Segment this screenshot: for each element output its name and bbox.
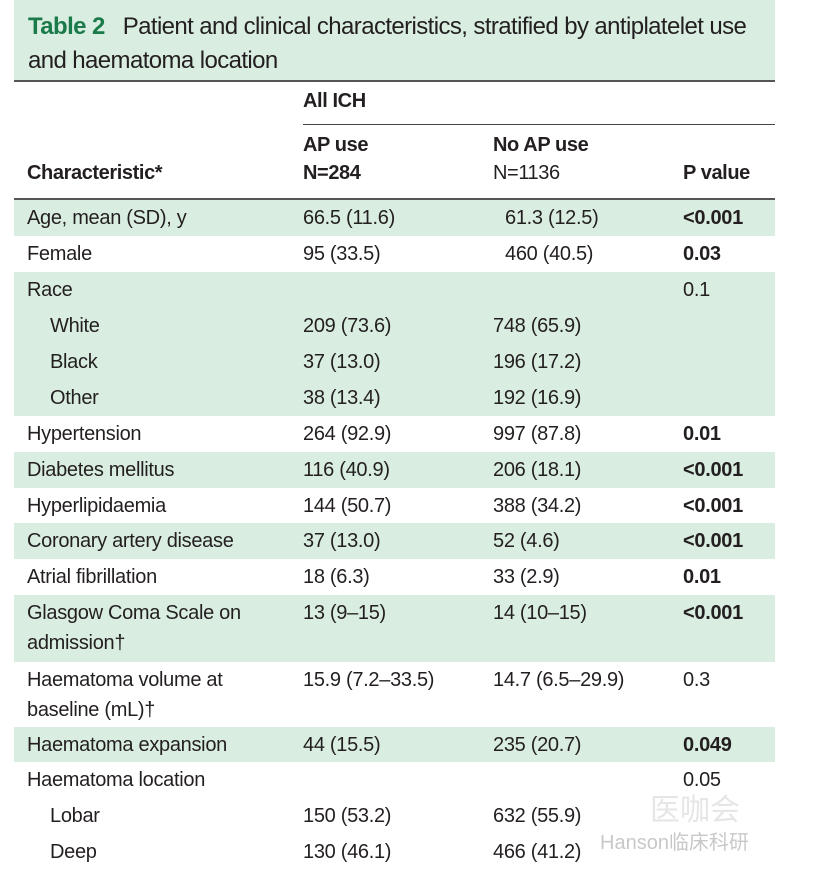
p-value: 0.1 [683,279,710,301]
noap-value: 632 (55.9) [493,805,582,827]
ap-value: 37 (13.0) [303,530,381,552]
row-label: Diabetes mellitus [27,459,175,481]
header-noap-n: N=1136 [493,162,560,184]
p-value: 0.03 [683,243,721,265]
row-label: Haematoma location [27,769,206,791]
row-label: Black [50,351,98,373]
row-label: Glasgow Coma Scale on [27,602,241,624]
table-row: Hypertension 264 (92.9) 997 (87.8) 0.01 [14,416,775,452]
ap-value: 150 (53.2) [303,805,392,827]
ap-value: 66.5 (11.6) [303,207,395,229]
header-group: All ICH [303,90,366,112]
table-title: Table 2 Patient and clinical characterist… [14,0,775,82]
table-row: Age, mean (SD), y 66.5 (11.6) 61.3 (12.5) <… [14,200,775,236]
ap-value: 13 (9–15) [303,602,386,624]
p-value: <0.001 [683,530,743,552]
table-row: Haematoma volume at baseline (mL)† 15.9 (7… [14,662,775,727]
row-label: Deep [50,841,97,863]
p-value: <0.001 [683,207,743,229]
table-row: Hyperlipidaemia 144 (50.7) 388 (34.2) <0.00… [14,488,775,523]
row-label: Haematoma volume at [27,669,223,691]
p-value: <0.001 [683,495,743,517]
p-value: 0.049 [683,734,732,756]
noap-value: 388 (34.2) [493,495,582,517]
row-label: Atrial fibrillation [27,566,157,588]
row-label-cont: baseline (mL)† [27,699,156,721]
header-ap-use: AP use [303,134,369,156]
ap-value: 264 (92.9) [303,423,392,445]
noap-value: 748 (65.9) [493,315,582,337]
noap-value: 466 (41.2) [493,841,582,863]
table-row: Lobar 150 (53.2) 632 (55.9) [14,798,775,834]
ap-value: 130 (46.1) [303,841,392,863]
table-row: Black 37 (13.0) 196 (17.2) [14,344,775,380]
watermark: Hanson临床科研 [600,832,749,854]
p-value: 0.01 [683,423,721,445]
table-row: Haematoma location 0.05 [14,762,775,798]
table-row: Coronary artery disease 37 (13.0) 52 (4.6)… [14,523,775,559]
row-label: Age, mean (SD), y [27,207,187,229]
header-noap-use: No AP use [493,134,589,156]
ap-value: 144 (50.7) [303,495,392,517]
table-label: Table 2 [28,13,105,40]
header-p-value: P value [683,162,750,184]
table-row: Diabetes mellitus 116 (40.9) 206 (18.1) <0.… [14,452,775,488]
row-label: Lobar [50,805,100,827]
table-header: All ICH Characteristic* AP use N=284 No … [14,82,775,200]
ap-value: 15.9 (7.2–33.5) [303,669,435,691]
noap-value: 33 (2.9) [493,566,560,588]
row-label: Female [27,243,92,265]
p-value: 0.01 [683,566,721,588]
header-characteristic: Characteristic* [27,162,163,184]
p-value: <0.001 [683,459,743,481]
noap-value: 14.7 (6.5–29.9) [493,669,625,691]
header-divider [303,124,775,125]
row-label-cont: admission† [27,632,126,654]
watermark-logo: 医咖会 [650,794,740,827]
noap-value: 192 (16.9) [493,387,582,409]
table-row: Deep 130 (46.1) 466 (41.2) [14,834,775,876]
table-row: Glasgow Coma Scale on admission† 13 (9–15)… [14,595,775,662]
row-label: Other [50,387,99,409]
noap-value: 14 (10–15) [493,602,587,624]
noap-value: 61.3 (12.5) [505,207,599,229]
ap-value: 95 (33.5) [303,243,381,265]
ap-value: 37 (13.0) [303,351,381,373]
row-label: White [50,315,100,337]
row-label: Coronary artery disease [27,530,234,552]
row-label: Haematoma expansion [27,734,227,756]
table-row: White 209 (73.6) 748 (65.9) [14,308,775,344]
ap-value: 38 (13.4) [303,387,381,409]
p-value: 0.3 [683,669,710,691]
table-row: Other 38 (13.4) 192 (16.9) [14,380,775,416]
table-row: Haematoma expansion 44 (15.5) 235 (20.7) 0.… [14,727,775,762]
noap-value: 997 (87.8) [493,423,582,445]
noap-value: 206 (18.1) [493,459,582,481]
header-ap-n: N=284 [303,162,361,184]
ap-value: 18 (6.3) [303,566,370,588]
noap-value: 235 (20.7) [493,734,582,756]
table-row: Race 0.1 [14,272,775,308]
row-label: Hyperlipidaemia [27,495,166,517]
row-label: Race [27,279,73,301]
table-caption: Patient and clinical characteristics, st… [28,13,747,74]
ap-value: 116 (40.9) [303,459,390,481]
table-row: Atrial fibrillation 18 (6.3) 33 (2.9) 0.01 [14,559,775,595]
ap-value: 209 (73.6) [303,315,392,337]
ap-value: 44 (15.5) [303,734,381,756]
p-value: 0.05 [683,769,721,791]
noap-value: 196 (17.2) [493,351,582,373]
row-label: Hypertension [27,423,142,445]
noap-value: 460 (40.5) [505,243,594,265]
p-value: <0.001 [683,602,743,624]
table-row: Female 95 (33.5) 460 (40.5) 0.03 [14,236,775,272]
noap-value: 52 (4.6) [493,530,560,552]
